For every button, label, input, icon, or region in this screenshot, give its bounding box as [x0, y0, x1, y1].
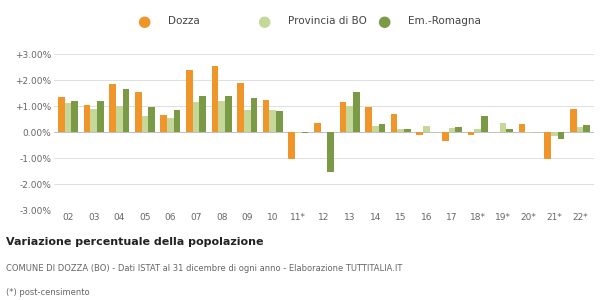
Bar — [583, 125, 590, 132]
Bar — [148, 107, 155, 132]
Bar — [83, 105, 91, 132]
Bar — [244, 110, 251, 132]
Bar — [199, 96, 206, 132]
Bar — [551, 132, 557, 136]
Bar — [519, 124, 526, 132]
Text: Variazione percentuale della popolazione: Variazione percentuale della popolazione — [6, 237, 263, 247]
Bar — [372, 125, 379, 132]
Bar — [314, 123, 320, 132]
Bar — [91, 109, 97, 132]
Bar — [193, 102, 199, 132]
Bar — [467, 132, 474, 135]
Bar — [142, 116, 148, 132]
Bar — [353, 92, 359, 132]
Bar — [328, 132, 334, 172]
Bar — [423, 125, 430, 132]
Text: Em.-Romagna: Em.-Romagna — [408, 16, 481, 26]
Text: (*) post-censimento: (*) post-censimento — [6, 288, 89, 297]
Bar — [218, 101, 225, 132]
Bar — [174, 110, 181, 132]
Bar — [225, 96, 232, 132]
Bar — [302, 132, 308, 133]
Bar — [160, 115, 167, 132]
Bar — [557, 132, 565, 139]
Bar — [237, 82, 244, 132]
Bar — [449, 128, 455, 132]
Bar — [577, 127, 583, 132]
Bar — [340, 102, 346, 132]
Text: COMUNE DI DOZZA (BO) - Dati ISTAT al 31 dicembre di ogni anno - Elaborazione TUT: COMUNE DI DOZZA (BO) - Dati ISTAT al 31 … — [6, 264, 403, 273]
Bar — [186, 70, 193, 132]
Bar — [116, 106, 122, 132]
Bar — [404, 129, 411, 132]
Bar — [263, 100, 269, 132]
Text: ●: ● — [137, 14, 151, 28]
Bar — [289, 132, 295, 159]
Bar — [442, 132, 449, 141]
Bar — [135, 92, 142, 132]
Bar — [97, 101, 104, 132]
Text: Provincia di BO: Provincia di BO — [288, 16, 367, 26]
Bar — [122, 89, 129, 132]
Bar — [109, 84, 116, 132]
Bar — [71, 101, 78, 132]
Bar — [58, 97, 65, 132]
Bar — [65, 103, 71, 132]
Text: ●: ● — [377, 14, 391, 28]
Bar — [544, 132, 551, 159]
Bar — [269, 110, 276, 132]
Bar — [276, 111, 283, 132]
Bar — [506, 129, 513, 132]
Bar — [474, 129, 481, 132]
Bar — [379, 124, 385, 132]
Text: Dozza: Dozza — [168, 16, 200, 26]
Bar — [526, 132, 532, 133]
Bar — [295, 132, 302, 133]
Bar — [397, 129, 404, 132]
Bar — [346, 106, 353, 132]
Bar — [212, 66, 218, 132]
Bar — [251, 98, 257, 132]
Bar — [570, 109, 577, 132]
Bar — [481, 116, 488, 132]
Bar — [500, 123, 506, 132]
Bar — [391, 114, 397, 132]
Bar — [416, 132, 423, 135]
Bar — [167, 118, 174, 132]
Bar — [455, 127, 462, 132]
Text: ●: ● — [257, 14, 271, 28]
Bar — [365, 107, 372, 132]
